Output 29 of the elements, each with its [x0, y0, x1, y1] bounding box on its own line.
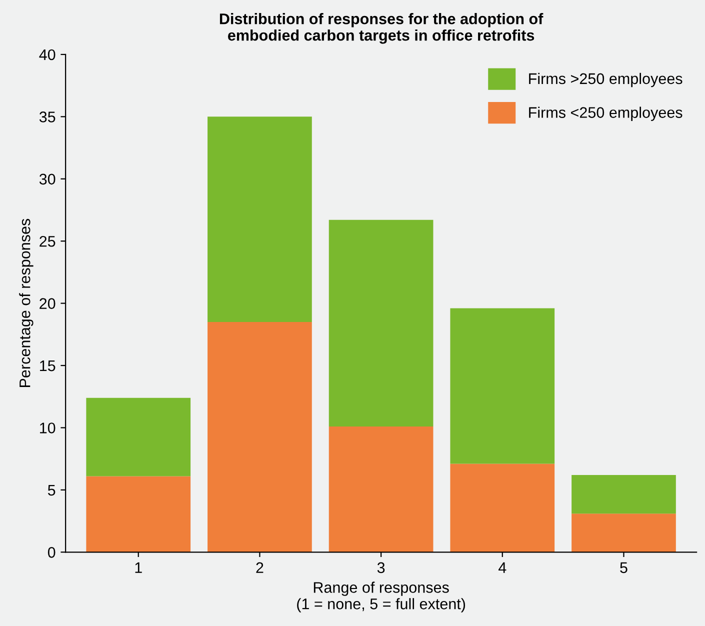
legend-label: Firms >250 employees [529, 72, 682, 88]
y-tick-label: 25 [40, 236, 56, 247]
y-tick-label: 10 [40, 422, 56, 434]
y-tick-label: 15 [40, 360, 56, 372]
y-tick-label: 0 [48, 547, 56, 558]
bar [572, 474, 676, 514]
bar [450, 308, 555, 464]
x-axis-title: Range of responses (1 = none, 5 = full extent) [297, 582, 466, 612]
bar [86, 476, 191, 552]
y-axis-title: Percentage of responses [19, 218, 34, 387]
x-tick-label: 2 [256, 562, 264, 573]
bar [328, 426, 434, 552]
bar [208, 322, 312, 552]
x-tick-label: 5 [620, 562, 628, 574]
y-tick-label: 5 [48, 484, 56, 496]
chart-title: Distribution of responses for the adoption of embodied carbon targets in office retrofits [220, 13, 544, 44]
bar [208, 116, 312, 322]
y-tick-label: 40 [39, 49, 56, 60]
y-tick-label: 35 [39, 112, 56, 122]
bar [572, 514, 676, 552]
bar [328, 220, 434, 426]
x-tick-label: 1 [135, 562, 142, 573]
x-tick-label: 4 [498, 562, 506, 573]
legend-label: Firms <250 employees [529, 106, 682, 121]
y-tick-label: 30 [39, 174, 56, 185]
y-tick-label: 20 [40, 298, 56, 309]
bar [86, 398, 191, 476]
x-tick-label: 3 [377, 562, 385, 574]
bar [450, 464, 555, 552]
